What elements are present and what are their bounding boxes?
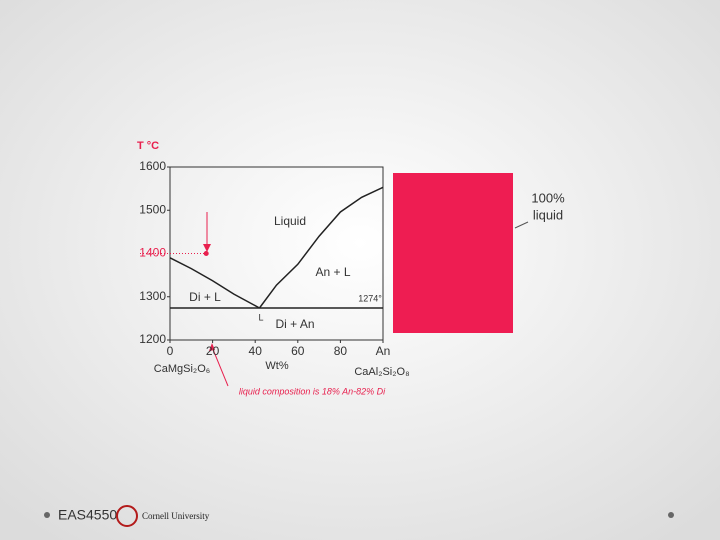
annotation: 1274°: [358, 293, 382, 303]
pointer: [514, 221, 529, 229]
point: [203, 251, 209, 256]
x-tick-label: 60: [291, 344, 305, 358]
liquid-box: [393, 173, 513, 333]
x-right-label: CaAl₂Si₂O₈: [354, 366, 409, 378]
side-label: liquid: [533, 207, 563, 222]
y-tick-label: 1500: [139, 202, 166, 216]
annotation: An + L: [315, 265, 350, 279]
y-tick-label: 1200: [139, 332, 166, 346]
annotation: L: [258, 312, 263, 322]
y-axis-title: T °C: [137, 140, 159, 152]
bullet: [668, 512, 674, 518]
y-tick-label: 1300: [139, 289, 166, 303]
side-label: 100%: [531, 190, 565, 205]
x-axis-title: Wt%: [265, 360, 288, 372]
annotation: Di + L: [189, 290, 221, 304]
y-tick-label: 1600: [139, 159, 166, 173]
curve: [169, 257, 260, 309]
x-tick-label: 40: [249, 344, 263, 358]
note-arrow: [211, 346, 229, 387]
annotation: Di + An: [275, 317, 314, 331]
note: liquid composition is 18% An-82% Di: [239, 386, 386, 396]
university: Cornell University: [142, 511, 210, 521]
x-tick-label: 20: [206, 344, 220, 358]
bullet: [44, 512, 50, 518]
red-arrowhead: [203, 244, 211, 252]
y-tick-label: 1400: [139, 246, 166, 260]
annotation: Liquid: [274, 214, 306, 228]
course: EAS4550: [58, 507, 117, 523]
note-arrowhead: [209, 343, 215, 351]
curve: [258, 186, 384, 309]
x-left-label: CaMgSi₂O₆: [154, 363, 210, 375]
x-tick-label: 80: [334, 344, 348, 358]
seal: [116, 505, 138, 527]
x-tick-label: 0: [167, 344, 174, 358]
x-tick-label: An: [376, 344, 391, 358]
